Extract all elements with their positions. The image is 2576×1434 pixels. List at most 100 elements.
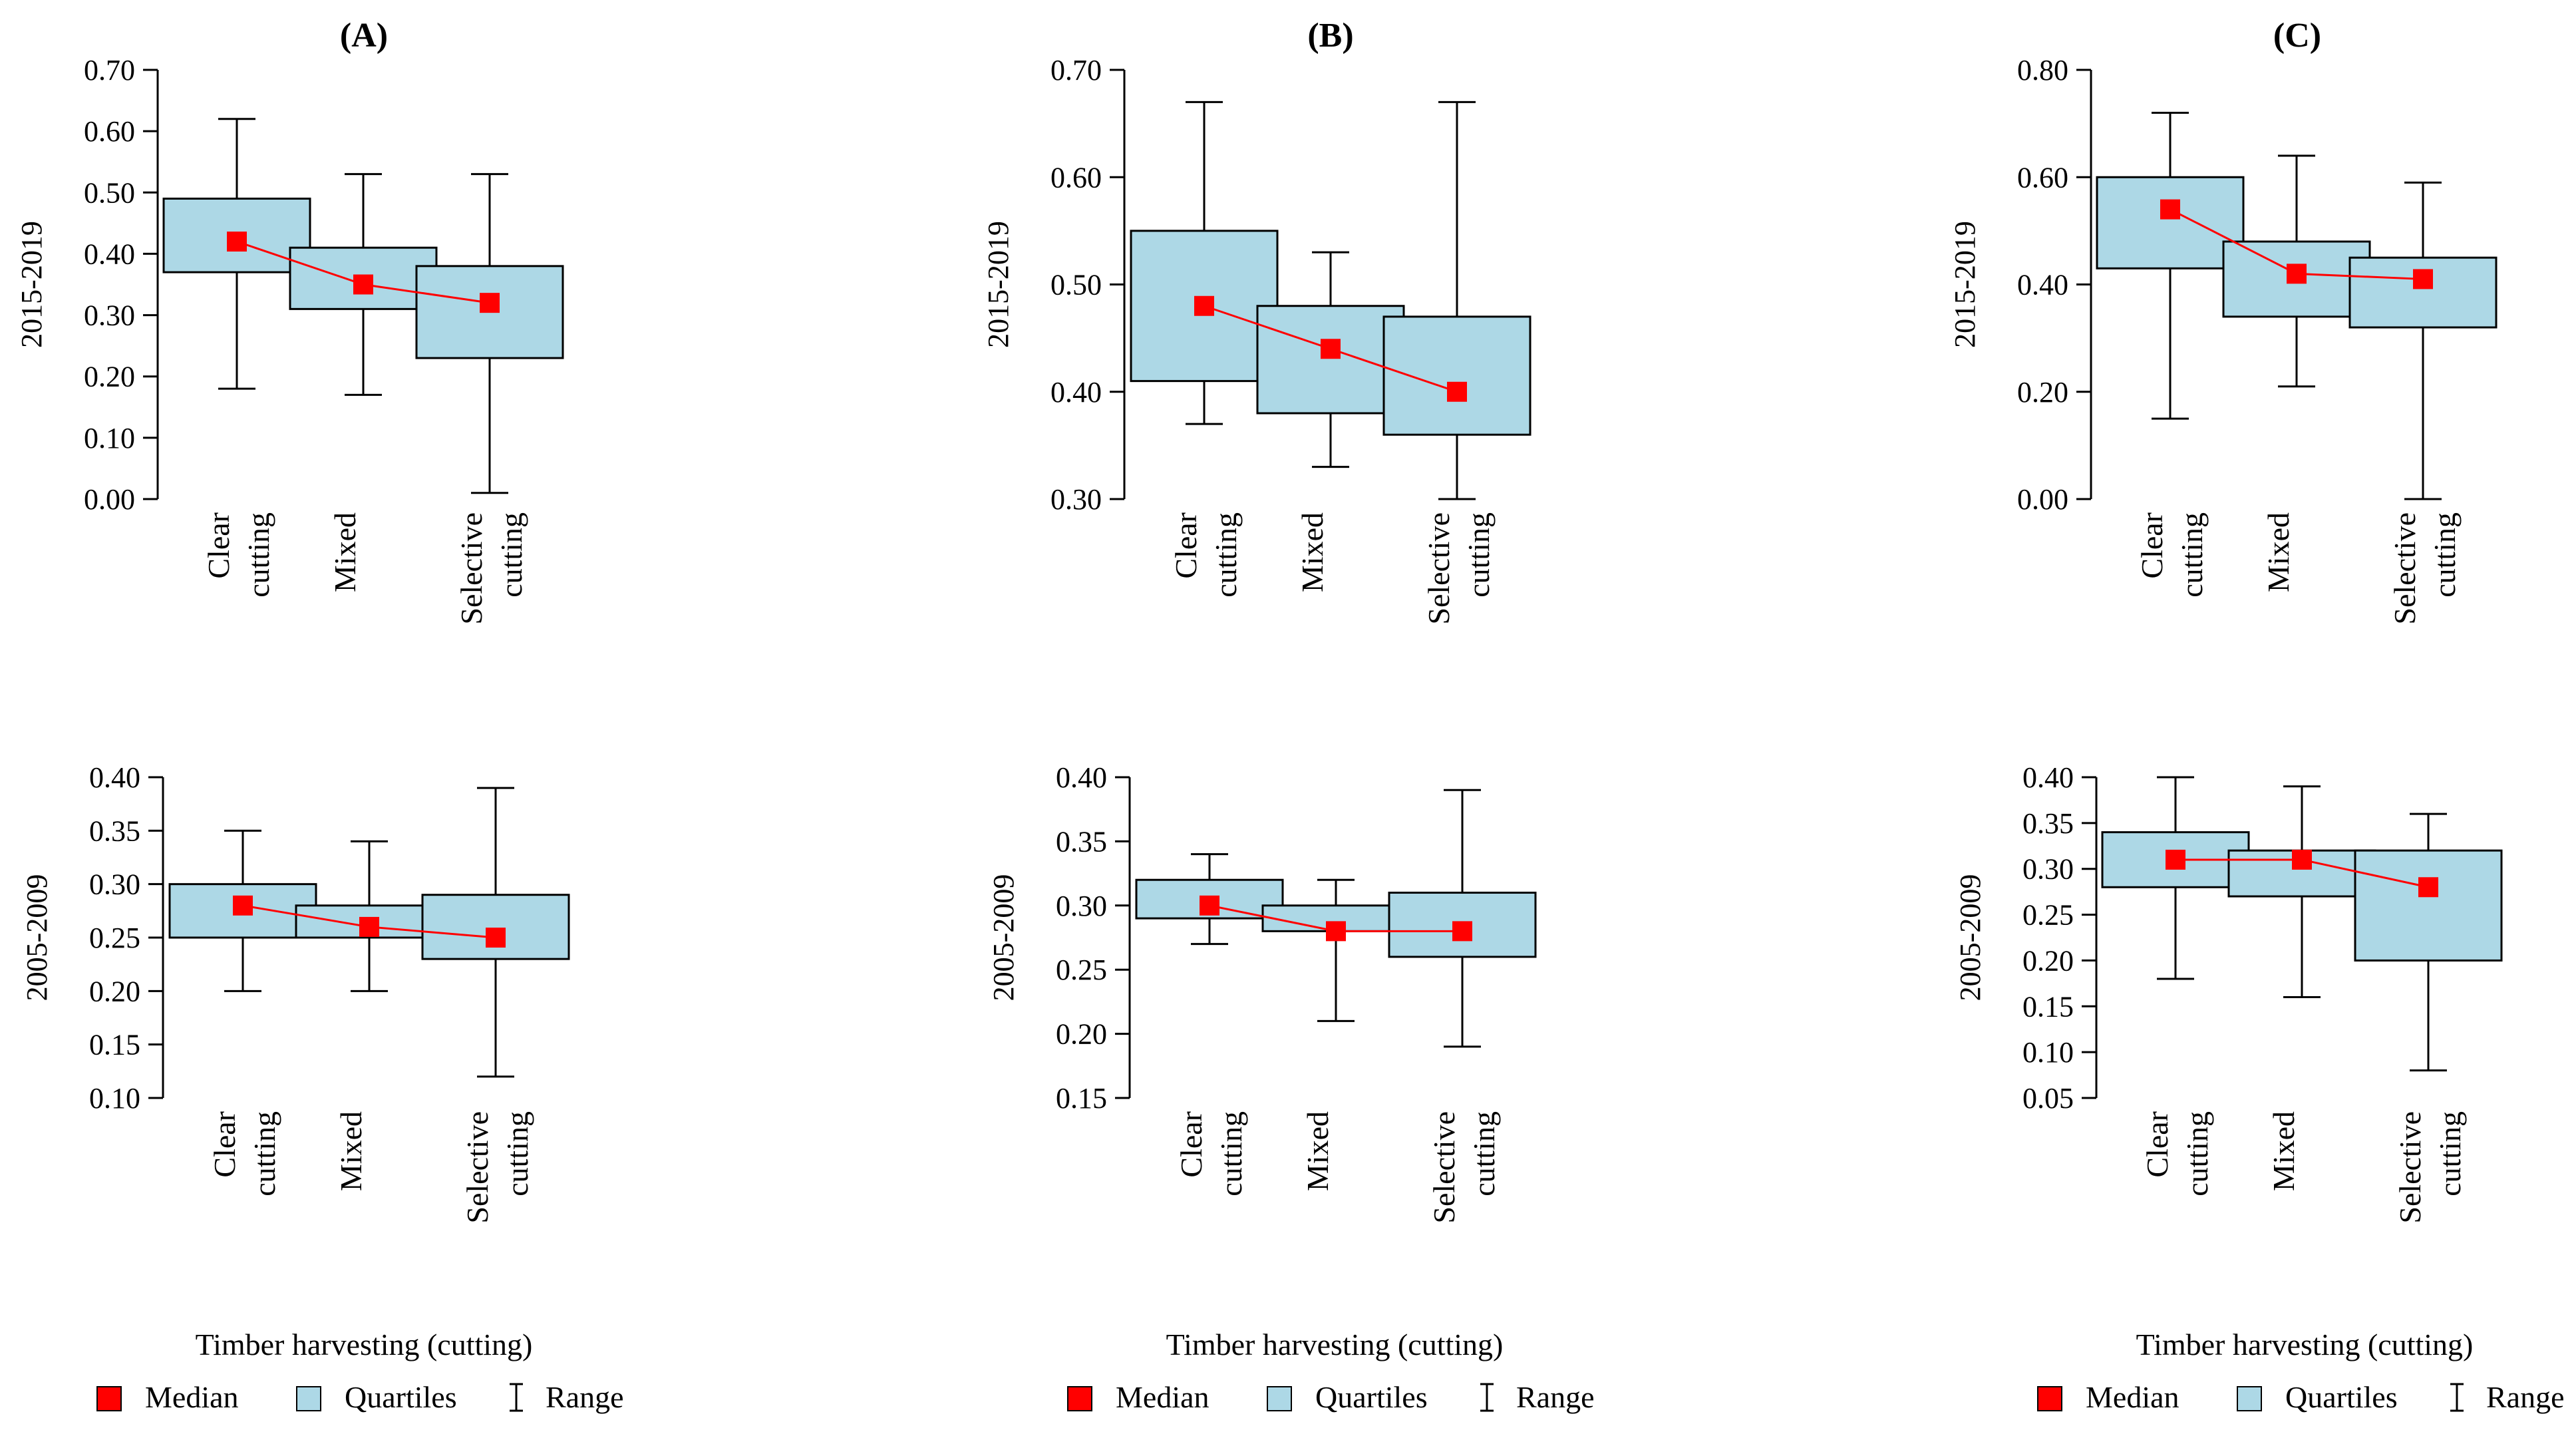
category-label-line: Mixed xyxy=(1301,1111,1335,1191)
median-marker xyxy=(2413,269,2433,289)
y-tick-label: 0.15 xyxy=(2022,990,2074,1023)
y-tick-label: 0.20 xyxy=(1056,1018,1107,1051)
y-tick-label: 0.25 xyxy=(1056,954,1107,986)
median-marker xyxy=(1321,339,1341,359)
legend-block-c: Timber harvesting (cutting) Median Quart… xyxy=(2037,1328,2565,1414)
y-tick-label: 0.35 xyxy=(2022,807,2074,840)
box-1 xyxy=(2096,112,2245,420)
y-tick-label: 0.70 xyxy=(84,54,135,87)
category-label: Clear cutting xyxy=(1169,512,1243,598)
y-axis-title: 2015-2019 xyxy=(1949,221,1981,348)
category-label: Selective cutting xyxy=(2393,1111,2467,1224)
y-tick-label: 0.20 xyxy=(84,361,135,393)
y-tick-label: 0.20 xyxy=(2022,944,2074,977)
category-label-line: Selective xyxy=(1422,512,1456,625)
category-label-line: cutting xyxy=(494,512,528,598)
category-label-line: cutting xyxy=(2175,512,2209,598)
median-marker xyxy=(1447,381,1467,402)
panels: 0.00 0.10 0.20 0.30 0.40 0.50 0.60 0.70 2015-201… xyxy=(15,17,2503,1224)
y-tick-label: 0.30 xyxy=(2022,853,2074,886)
category-label-line: Clear xyxy=(2135,512,2169,579)
y-tick-label: 0.20 xyxy=(2017,376,2068,409)
quartile-box xyxy=(1256,305,1405,415)
y-tick-label: 0.40 xyxy=(1056,761,1107,794)
quartile-box xyxy=(2354,849,2503,962)
category-label: Mixed xyxy=(2261,512,2295,592)
xlabel-b: Timber harvesting (cutting) xyxy=(1166,1328,1504,1361)
category-label-line: Selective xyxy=(454,512,488,625)
panel-title: (C) xyxy=(2273,17,2321,55)
median-marker xyxy=(359,916,379,937)
y-tick-label: 0.00 xyxy=(84,483,135,516)
median-marker xyxy=(2166,849,2185,870)
category-label-line: cutting xyxy=(1209,512,1243,598)
median-marker xyxy=(2418,877,2438,898)
y-tick-label: 0.25 xyxy=(89,922,140,954)
category-label-line: Clear xyxy=(2140,1111,2174,1178)
quartiles-legend-label: Quartiles xyxy=(1315,1380,1428,1414)
panel-4: 0.10 0.15 0.20 0.25 0.30 0.35 0.40 2005-2009 Cle… xyxy=(21,761,570,1224)
category-label-line: Clear xyxy=(1169,512,1203,579)
median-marker xyxy=(2160,199,2180,220)
category-label: Mixed xyxy=(334,1111,368,1191)
median-marker xyxy=(1194,295,1214,316)
box-2 xyxy=(1261,878,1410,1022)
quartiles-legend-label: Quartiles xyxy=(345,1380,457,1414)
median-legend-label: Median xyxy=(2086,1380,2179,1414)
box-3 xyxy=(1382,100,1531,500)
panel-3: 0.00 0.20 0.40 0.60 0.80 2015-2019 (C) Clear cut… xyxy=(1949,17,2497,625)
y-tick-label: 0.70 xyxy=(1050,54,1102,87)
box-2 xyxy=(295,840,444,992)
category-label: Clear cutting xyxy=(2135,512,2209,598)
y-tick-label: 0.60 xyxy=(84,115,135,148)
quartile-box xyxy=(1382,315,1531,436)
quartiles-legend-label: Quartiles xyxy=(2285,1380,2398,1414)
median-marker xyxy=(2292,849,2312,870)
range-legend-icon xyxy=(2450,1383,2464,1412)
box-3 xyxy=(1388,789,1537,1048)
category-label-line: cutting xyxy=(1462,512,1496,598)
box-2 xyxy=(1256,251,1405,468)
y-tick-label: 0.20 xyxy=(89,975,140,1007)
category-label-line: cutting xyxy=(1467,1111,1501,1196)
y-tick-label: 0.00 xyxy=(2017,483,2068,516)
category-label: Clear cutting xyxy=(1174,1111,1248,1196)
y-tick-label: 0.80 xyxy=(2017,54,2068,87)
panel-6: 0.05 0.10 0.15 0.20 0.25 0.30 0.35 0.40 2005-200… xyxy=(1954,761,2503,1224)
category-label: Mixed xyxy=(328,512,362,592)
quartiles-legend-swatch xyxy=(296,1386,321,1411)
median-marker xyxy=(486,928,506,948)
y-tick-label: 0.10 xyxy=(2022,1036,2074,1069)
legend-block-a: Timber harvesting (cutting) Median Quart… xyxy=(96,1328,624,1414)
panel-title: (B) xyxy=(1307,17,1353,55)
category-label: Mixed xyxy=(1295,512,1329,592)
category-label-line: Clear xyxy=(202,512,236,579)
median-marker xyxy=(1452,921,1472,942)
median-marker xyxy=(233,895,253,916)
box-3 xyxy=(2348,181,2497,500)
y-tick-label: 0.40 xyxy=(2017,269,2068,301)
y-tick-label: 0.30 xyxy=(84,299,135,332)
median-marker xyxy=(2287,264,2307,284)
y-tick-label: 0.30 xyxy=(1056,890,1107,922)
y-tick-label: 0.50 xyxy=(1050,269,1102,301)
category-label-line: Selective xyxy=(2393,1111,2427,1224)
y-tick-label: 0.25 xyxy=(2022,899,2074,932)
category-label-line: Clear xyxy=(1174,1111,1208,1178)
median-legend-swatch xyxy=(1067,1386,1092,1411)
y-tick-label: 0.60 xyxy=(2017,161,2068,194)
category-label: Mixed xyxy=(1301,1111,1335,1191)
median-legend-swatch xyxy=(2037,1386,2062,1411)
median-marker xyxy=(1200,895,1219,916)
y-axis-title: 2015-2019 xyxy=(982,221,1015,348)
category-label-line: Mixed xyxy=(328,512,362,592)
category-label-line: Mixed xyxy=(2267,1111,2301,1191)
category-label-line: cutting xyxy=(242,512,275,598)
y-tick-label: 0.30 xyxy=(89,868,140,901)
y-tick-label: 0.05 xyxy=(2022,1082,2074,1115)
box-2 xyxy=(2227,785,2376,999)
y-axis-title: 2005-2009 xyxy=(987,874,1020,1001)
